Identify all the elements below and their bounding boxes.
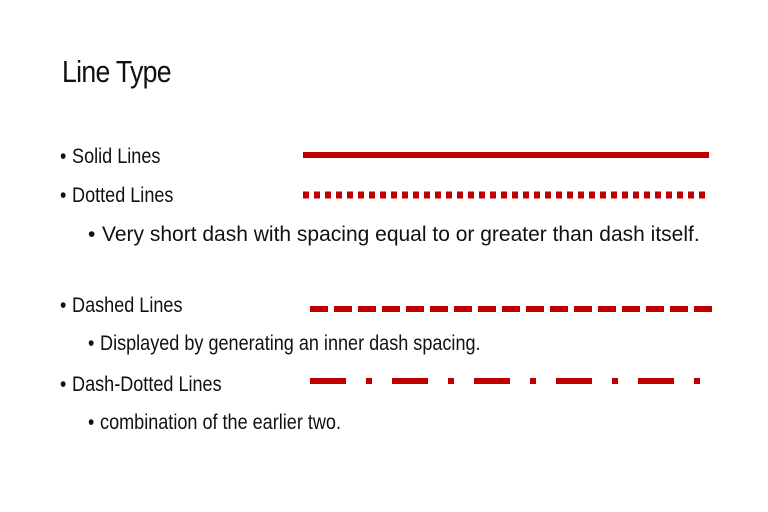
sub-bullet-dash-dotted: • combination of the earlier two. [88, 410, 341, 435]
solid-line-sample [303, 152, 709, 158]
bullet-label: Dash-Dotted Lines [72, 373, 222, 396]
sub-bullet-symbol: • [88, 223, 96, 246]
sub-bullet-dashed: • Displayed by generating an inner dash s… [88, 331, 481, 356]
bullet-label: Solid Lines [72, 145, 161, 168]
bullet-dashed-lines: • Dashed Lines [60, 294, 182, 318]
sub-bullet-symbol: • [88, 332, 95, 355]
bullet-symbol: • [60, 373, 67, 396]
dash-dotted-line-sample [310, 378, 716, 384]
bullet-symbol: • [60, 294, 67, 317]
bullet-solid-lines: • Solid Lines [60, 145, 160, 169]
sub-bullet-text: Very short dash with spacing equal to or… [102, 223, 700, 246]
bullet-dash-dotted-lines: • Dash-Dotted Lines [60, 373, 222, 397]
sub-bullet-dotted: • Very short dash with spacing equal to o… [88, 222, 708, 248]
bullet-symbol: • [60, 145, 67, 168]
sub-bullet-text: Displayed by generating an inner dash sp… [100, 332, 481, 355]
slide-title: Line Type [62, 54, 172, 89]
dotted-line-sample [303, 191, 710, 199]
dashed-line-sample [310, 306, 714, 312]
bullet-label: Dashed Lines [72, 294, 183, 317]
bullet-dotted-lines: • Dotted Lines [60, 184, 173, 208]
bullet-symbol: • [60, 184, 67, 207]
sub-bullet-symbol: • [88, 411, 95, 434]
sub-bullet-text: combination of the earlier two. [100, 411, 341, 434]
bullet-label: Dotted Lines [72, 184, 174, 207]
